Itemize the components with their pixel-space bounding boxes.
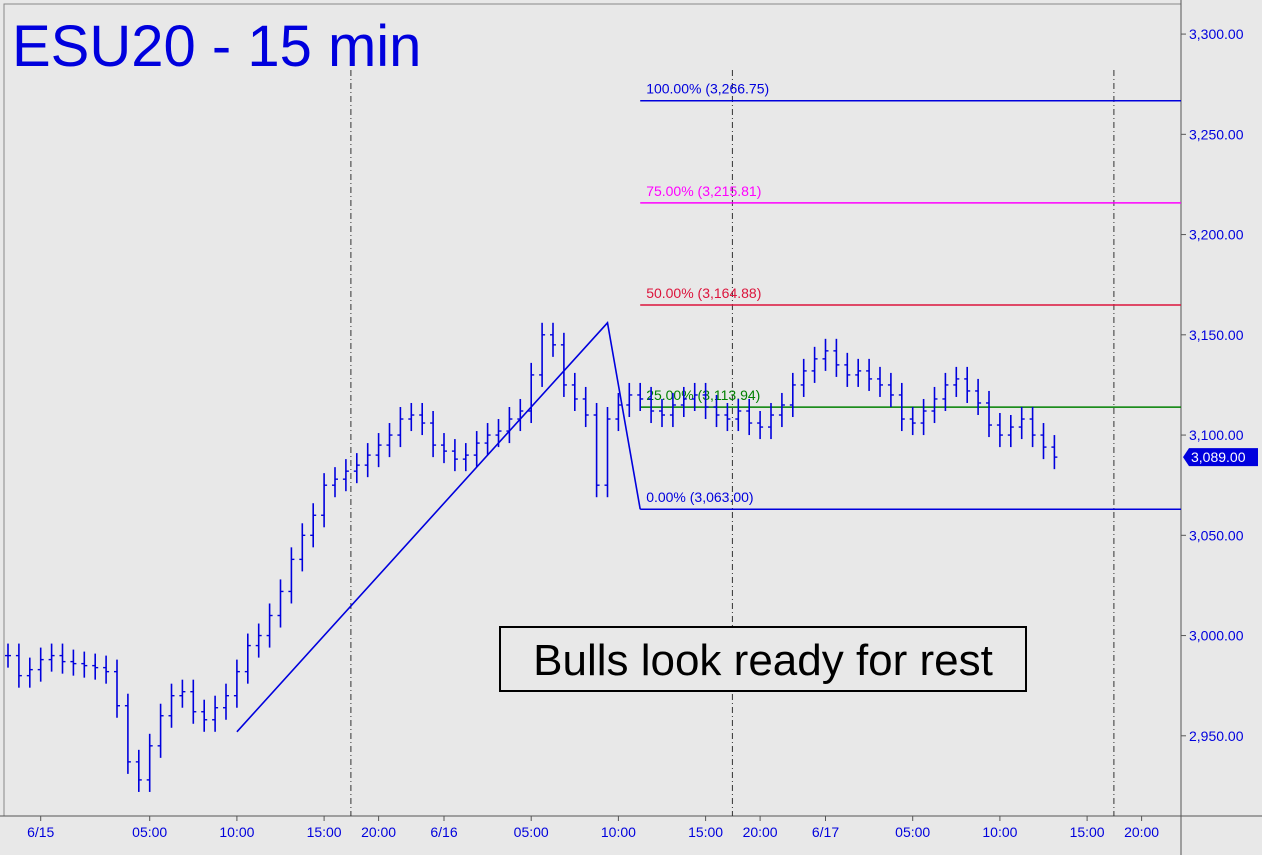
last-price-label: 3,089.00 bbox=[1191, 449, 1246, 465]
fib-level-label-2: 50.00% (3,164.88) bbox=[646, 285, 761, 301]
x-tick-label-9: 20:00 bbox=[743, 824, 778, 840]
x-tick-label-2: 10:00 bbox=[219, 824, 254, 840]
x-tick-label-6: 05:00 bbox=[514, 824, 549, 840]
x-tick-label-3: 15:00 bbox=[307, 824, 342, 840]
pattern-line bbox=[236, 321, 641, 733]
chart-title: ESU20 - 15 min bbox=[12, 14, 421, 79]
x-tick-label-7: 10:00 bbox=[601, 824, 636, 840]
x-tick-label-0: 6/15 bbox=[27, 824, 54, 840]
x-tick-label-10: 6/17 bbox=[812, 824, 839, 840]
plot-area bbox=[3, 3, 1182, 817]
y-tick-label-2: 3,050.00 bbox=[1189, 527, 1244, 543]
y-tick-label-5: 3,200.00 bbox=[1189, 227, 1244, 243]
fib-level-label-0: 100.00% (3,266.75) bbox=[646, 81, 769, 97]
fib-level-label-4: 0.00% (3,063.00) bbox=[646, 489, 753, 505]
y-tick-label-6: 3,250.00 bbox=[1189, 126, 1244, 142]
x-tick-label-11: 05:00 bbox=[895, 824, 930, 840]
y-tick-label-3: 3,100.00 bbox=[1189, 427, 1244, 443]
x-tick-label-13: 15:00 bbox=[1070, 824, 1105, 840]
x-tick-label-12: 10:00 bbox=[982, 824, 1017, 840]
annotation-box bbox=[499, 626, 1027, 692]
last-price-badge bbox=[1183, 448, 1258, 467]
x-tick-label-8: 15:00 bbox=[688, 824, 723, 840]
x-tick-label-14: 20:00 bbox=[1124, 824, 1159, 840]
x-tick-label-4: 20:00 bbox=[361, 824, 396, 840]
y-tick-label-1: 3,000.00 bbox=[1189, 628, 1244, 644]
annotation-text: Bulls look ready for rest bbox=[533, 636, 993, 685]
fib-level-label-1: 75.00% (3,215.81) bbox=[646, 183, 761, 199]
y-tick-label-4: 3,150.00 bbox=[1189, 327, 1244, 343]
y-tick-label-0: 2,950.00 bbox=[1189, 728, 1244, 744]
x-tick-label-1: 05:00 bbox=[132, 824, 167, 840]
y-tick-label-7: 3,300.00 bbox=[1189, 26, 1244, 42]
x-tick-label-5: 6/16 bbox=[430, 824, 457, 840]
